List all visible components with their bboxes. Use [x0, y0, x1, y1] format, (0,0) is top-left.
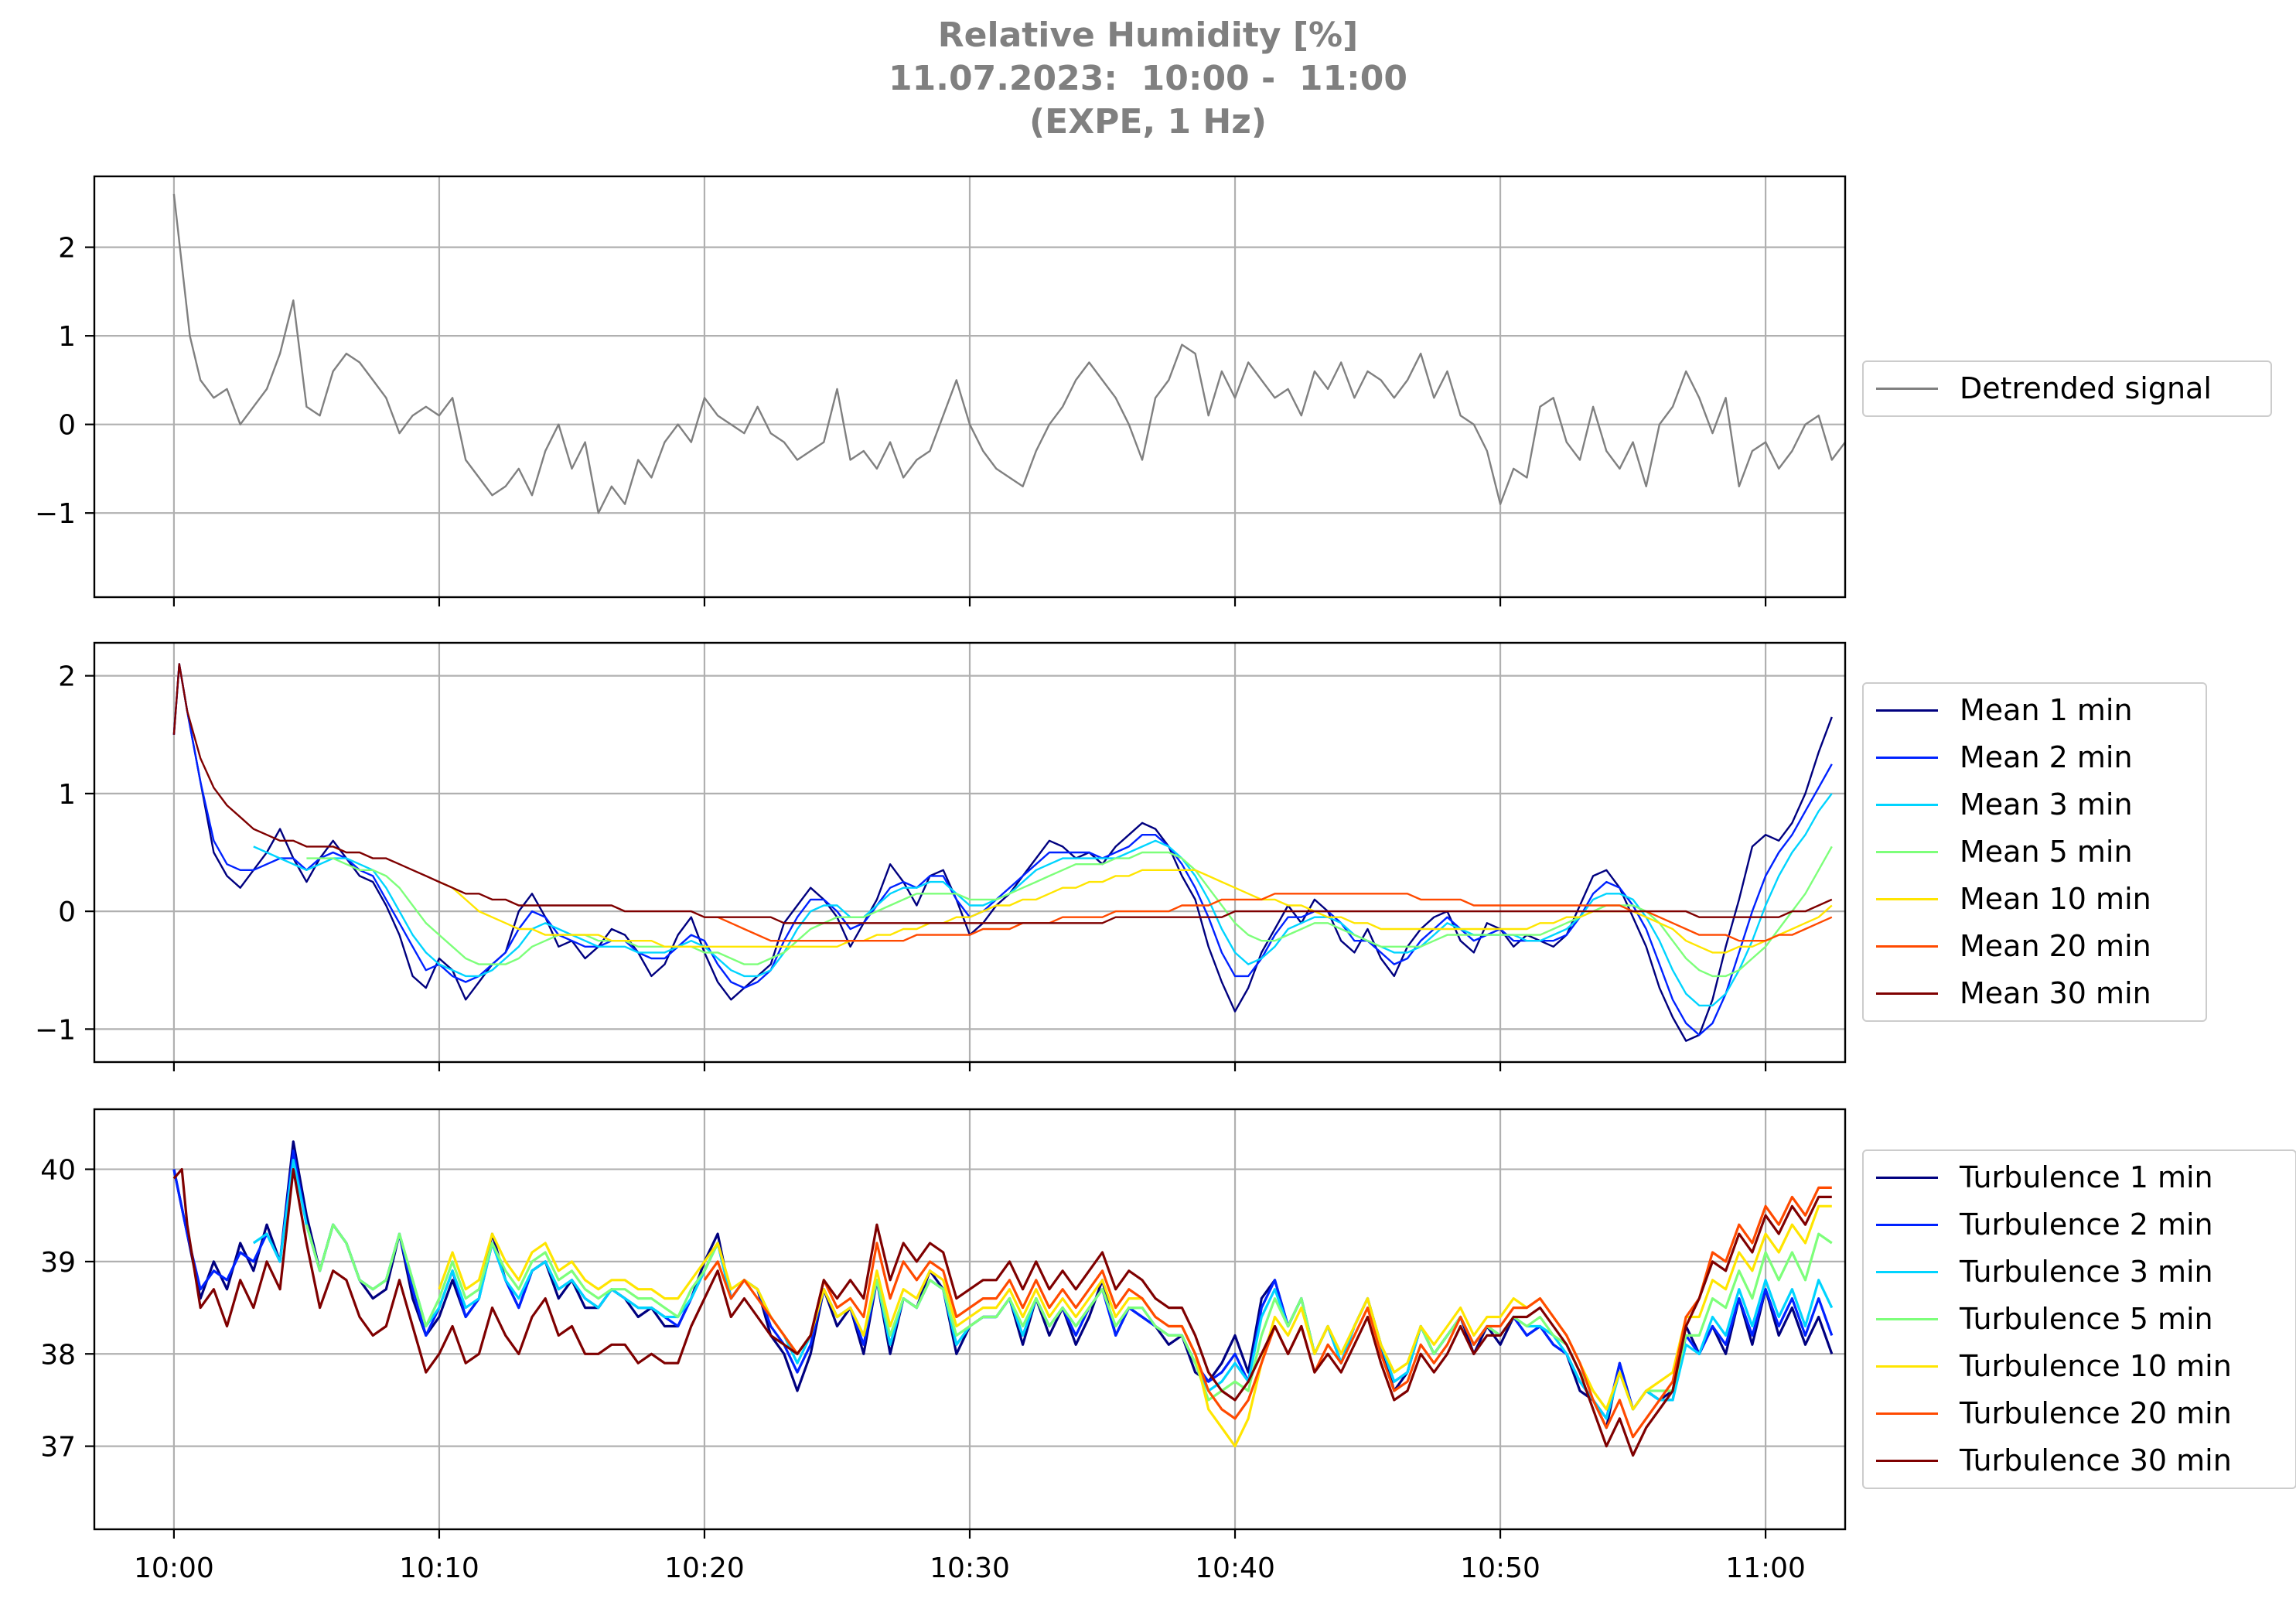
legend-entry: Turbulence 30 min	[1864, 1437, 2281, 1484]
x-tick-label: 10:40	[1195, 1552, 1275, 1584]
legend-swatch	[1876, 709, 1938, 712]
series-line-7	[172, 1168, 1832, 1457]
legend-label: Mean 20 min	[1960, 929, 2151, 963]
gridlines	[94, 643, 1845, 1062]
legend-label: Turbulence 1 min	[1960, 1160, 2213, 1194]
legend-swatch	[1876, 757, 1938, 759]
y-tick-label: 2	[58, 233, 76, 265]
series-line-5	[438, 1204, 1832, 1448]
legend-swatch	[1876, 1365, 1938, 1368]
panel-middle-means: 2 1 0 −1	[35, 641, 1847, 1071]
x-tick-label: 10:10	[399, 1552, 479, 1584]
title-line-3: (EXPE, 1 Hz)	[1029, 102, 1267, 142]
legend-entry: Detrended signal	[1864, 365, 2257, 412]
legend-entry: Mean 1 min	[1864, 687, 2192, 734]
legend-entry: Turbulence 5 min	[1864, 1296, 2281, 1343]
legend-entry: Turbulence 10 min	[1864, 1343, 2281, 1390]
series-group	[172, 193, 1845, 514]
figure-title: Relative Humidity [%] 11.07.2023: 10:00 …	[0, 14, 2296, 144]
legend-label: Mean 2 min	[1960, 740, 2133, 774]
legend-label: Turbulence 10 min	[1960, 1349, 2232, 1383]
legend-swatch	[1876, 388, 1938, 390]
y-tick-label: 39	[40, 1247, 76, 1279]
legend-swatch	[1876, 1318, 1938, 1320]
legend-swatch	[1876, 898, 1938, 900]
legend-swatch	[1876, 1271, 1938, 1273]
legend-entry: Mean 30 min	[1864, 970, 2192, 1017]
x-tick-label: 10:00	[134, 1552, 214, 1584]
legend-swatch	[1876, 1177, 1938, 1179]
legend-entry: Turbulence 20 min	[1864, 1390, 2281, 1437]
y-tick-label: −1	[35, 498, 76, 530]
series-line-1	[172, 663, 1833, 1042]
legend-label: Turbulence 2 min	[1960, 1207, 2213, 1242]
legend-swatch	[1876, 1460, 1938, 1462]
y-tick-label: 38	[40, 1339, 76, 1371]
legend-label: Mean 30 min	[1960, 976, 2151, 1010]
y-tick-label: 0	[58, 897, 76, 928]
legend-label: Turbulence 5 min	[1960, 1302, 2213, 1336]
legend-label: Turbulence 30 min	[1960, 1443, 2232, 1477]
gridlines	[94, 176, 1845, 597]
y-tick-label: 1	[58, 779, 76, 811]
legend-entry: Turbulence 3 min	[1864, 1248, 2281, 1296]
legend-label: Mean 3 min	[1960, 787, 2133, 821]
y-tick-label: 1	[58, 321, 76, 353]
legend-label: Detrended signal	[1960, 371, 2212, 405]
x-tick-label: 11:00	[1725, 1552, 1806, 1584]
series-group	[172, 1140, 1834, 1457]
series-line-6	[703, 1186, 1832, 1439]
x-tick-label: 10:30	[930, 1552, 1010, 1584]
legend-entry: Mean 3 min	[1864, 781, 2192, 828]
y-tick-label: 37	[40, 1432, 76, 1464]
legend-bottom: Turbulence 1 min Turbulence 2 min Turbulen…	[1862, 1149, 2296, 1489]
legend-entry: Turbulence 2 min	[1864, 1201, 2281, 1248]
series-line-3	[253, 793, 1833, 1007]
y-tick-label: 40	[40, 1155, 76, 1187]
legend-label: Mean 1 min	[1960, 693, 2133, 727]
legend-label: Turbulence 3 min	[1960, 1255, 2213, 1289]
series-line-1	[172, 193, 1845, 514]
x-tick-label: 10:20	[664, 1552, 745, 1584]
series-group	[172, 663, 1833, 1042]
series-line-6	[704, 893, 1833, 942]
legend-swatch	[1876, 1412, 1938, 1415]
title-line-1: Relative Humidity [%]	[937, 15, 1359, 55]
legend-entry: Mean 5 min	[1864, 828, 2192, 876]
y-tick-label: 0	[58, 410, 76, 442]
series-line-4	[305, 1223, 1833, 1411]
panel-top-detrended: 2 1 0 −1	[35, 175, 1847, 606]
series-line-3	[252, 1159, 1834, 1420]
legend-swatch	[1876, 851, 1938, 853]
legend-entry: Turbulence 1 min	[1864, 1154, 2281, 1201]
legend-entry: Mean 20 min	[1864, 923, 2192, 970]
legend-swatch	[1876, 945, 1938, 948]
legend-label: Mean 10 min	[1960, 882, 2151, 916]
series-line-7	[172, 663, 1833, 924]
y-tick-label: 2	[58, 661, 76, 693]
legend-top: Detrended signal	[1862, 360, 2272, 417]
legend-entry: Mean 10 min	[1864, 876, 2192, 923]
title-line-2: 11.07.2023: 10:00 - 11:00	[889, 59, 1407, 98]
legend-middle: Mean 1 min Mean 2 min Mean 3 min Mean 5 min…	[1862, 682, 2207, 1022]
legend-swatch	[1876, 1224, 1938, 1226]
y-tick-label: −1	[35, 1014, 76, 1046]
gridlines	[94, 1109, 1845, 1529]
legend-label: Mean 5 min	[1960, 835, 2133, 869]
legend-swatch	[1876, 804, 1938, 806]
series-line-2	[172, 663, 1833, 1037]
legend-label: Turbulence 20 min	[1960, 1396, 2232, 1430]
panel-bottom-turbulence: 40 39 38 37 10:00 10:10 10:20 10:30 10:40 10:50 11…	[40, 1108, 1847, 1584]
legend-swatch	[1876, 992, 1938, 995]
x-tick-label: 10:50	[1460, 1552, 1540, 1584]
legend-entry: Mean 2 min	[1864, 734, 2192, 781]
